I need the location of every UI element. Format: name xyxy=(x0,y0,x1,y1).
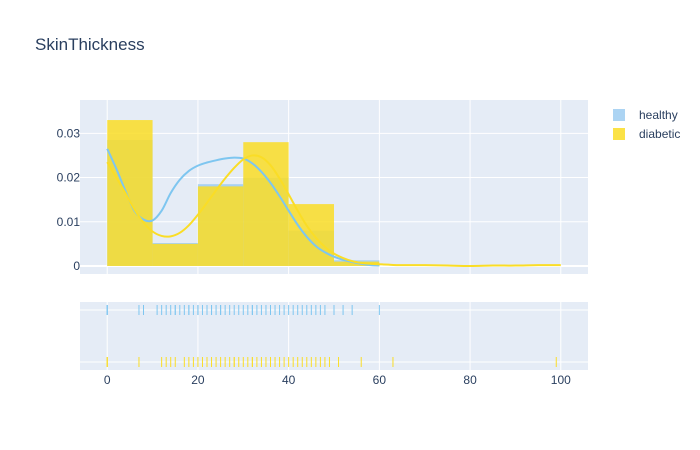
chart-title: SkinThickness xyxy=(35,35,145,54)
legend-label: healthy xyxy=(639,108,678,122)
y-tick-label: 0.03 xyxy=(57,126,81,140)
hist-panel: 0 0.01 0.02 0.03 xyxy=(57,100,588,274)
diabetic-hist-bar xyxy=(152,243,198,266)
diabetic-kde-curve xyxy=(106,154,561,268)
x-tick-label: 80 xyxy=(463,373,477,387)
y-tick-label: 0.02 xyxy=(57,171,81,185)
kde-curves xyxy=(106,148,561,268)
diabetic-hist-bar xyxy=(197,186,244,266)
y-axis-ticks: 0 0.01 0.02 0.03 xyxy=(57,126,81,273)
x-tick-label: 60 xyxy=(373,373,387,387)
diabetic-hist-bar xyxy=(288,204,334,266)
rug-marks xyxy=(106,305,557,367)
x-axis-ticks: 0 20 40 60 80 100 xyxy=(104,373,571,387)
legend-swatch xyxy=(613,109,625,121)
y-tick-label: 0 xyxy=(73,259,80,273)
legend[interactable]: healthy diabetic xyxy=(613,108,680,141)
x-tick-label: 40 xyxy=(282,373,296,387)
legend-swatch xyxy=(613,128,625,140)
legend-label: diabetic xyxy=(639,127,680,141)
legend-item-healthy[interactable]: healthy xyxy=(613,108,678,122)
rug-panel: 0 20 40 60 80 100 xyxy=(80,302,588,387)
x-tick-label: 0 xyxy=(104,373,111,387)
y-tick-label: 0.01 xyxy=(57,215,81,229)
x-tick-label: 20 xyxy=(191,373,205,387)
diabetic-hist-bar xyxy=(107,120,153,266)
x-tick-label: 100 xyxy=(551,373,571,387)
legend-item-diabetic[interactable]: diabetic xyxy=(613,127,680,141)
hist-bars xyxy=(107,120,380,266)
